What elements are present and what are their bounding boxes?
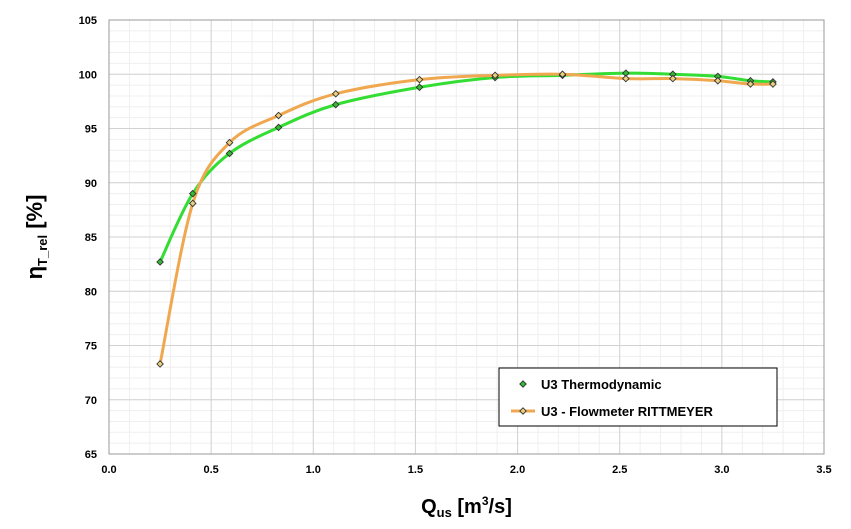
- x-tick-label: 2.5: [612, 464, 627, 476]
- data-point-series-1: [225, 138, 234, 147]
- data-point-series-0: [188, 189, 197, 198]
- y-tick-label: 105: [79, 15, 97, 27]
- legend-label: U3 Thermodynamic: [541, 377, 662, 392]
- data-point-series-1: [156, 360, 164, 368]
- data-point-series-1: [415, 75, 424, 84]
- y-axis-title-unit: [%]: [22, 195, 47, 235]
- data-point-series-1: [274, 111, 283, 120]
- legend: U3 Thermodynamic U3 - Flowmeter RITTMEYER: [498, 367, 778, 427]
- y-tick-label: 65: [85, 449, 97, 461]
- y-tick-label: 85: [85, 232, 97, 244]
- data-point-series-1: [668, 74, 677, 83]
- y-tick-label: 75: [85, 341, 97, 353]
- y-tick-label: 90: [85, 178, 97, 190]
- data-point-series-1: [558, 70, 567, 79]
- y-axis-title-main: η: [22, 266, 47, 279]
- data-point-series-1: [769, 80, 777, 88]
- data-point-series-1: [188, 199, 197, 208]
- data-point-series-1: [491, 71, 499, 80]
- x-tick-label: 1.5: [408, 464, 423, 476]
- x-tick-label: 1.0: [306, 464, 321, 476]
- x-axis-title-sub: us: [437, 505, 452, 520]
- data-point-series-0: [274, 123, 283, 132]
- y-tick-label: 100: [79, 69, 97, 81]
- y-tick-labels: 65 70 75 80 85 90 95 100 105: [79, 15, 97, 461]
- x-axis-title-unit-pre: [m: [452, 496, 482, 518]
- x-tick-label: 2.0: [510, 464, 525, 476]
- data-point-series-0: [331, 100, 340, 109]
- data-point-series-0: [415, 83, 424, 92]
- y-axis-title-sub: T_rel: [35, 235, 50, 266]
- legend-marker-swatch: [519, 407, 527, 415]
- x-tick-label: 3.0: [714, 464, 729, 476]
- legend-marker-swatch: [519, 380, 527, 388]
- x-tick-label: 0.0: [101, 464, 116, 476]
- series-layer: [156, 69, 777, 368]
- x-axis-title-main: Q: [421, 496, 437, 518]
- x-tick-labels: 0.0 0.5 1.0 1.5 2.0 2.5 3.0 3.5: [101, 464, 831, 476]
- y-tick-label: 95: [85, 124, 97, 136]
- plot-frame: [108, 19, 825, 455]
- x-axis-title-sup: 3: [482, 494, 489, 508]
- x-tick-label: 0.5: [203, 464, 218, 476]
- y-tick-label: 70: [85, 395, 97, 407]
- legend-label: U3 - Flowmeter RITTMEYER: [541, 404, 714, 419]
- data-point-series-1: [622, 74, 630, 83]
- x-axis-title-unit-post: /s]: [489, 496, 512, 518]
- y-tick-label: 80: [85, 286, 97, 298]
- data-point-series-1: [331, 89, 340, 98]
- data-point-series-0: [156, 258, 164, 266]
- data-point-series-1: [713, 76, 722, 85]
- x-axis-title: Qus [m3/s]: [421, 494, 512, 520]
- legend-box: [498, 367, 778, 427]
- x-tick-label: 3.5: [816, 464, 831, 476]
- y-axis-title: ηT_rel [%]: [22, 195, 50, 280]
- data-point-series-1: [746, 80, 755, 88]
- data-point-series-0: [225, 149, 234, 158]
